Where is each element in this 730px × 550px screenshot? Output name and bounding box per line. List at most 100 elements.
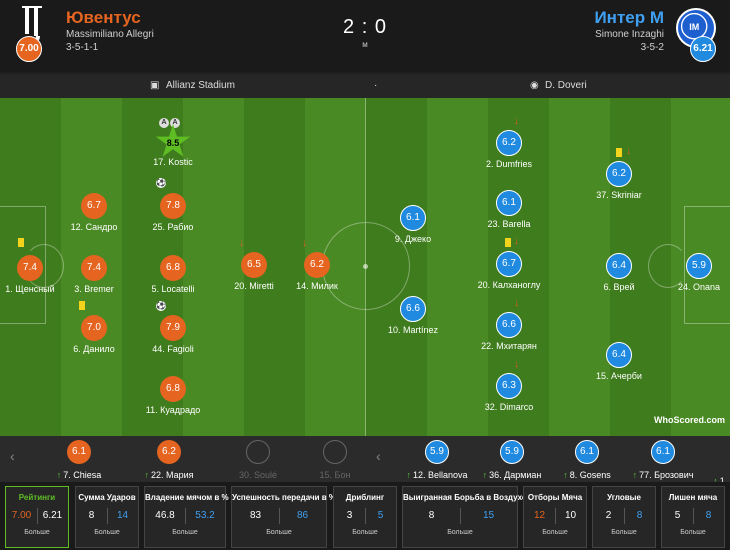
- player-name: 17. Kostic: [153, 157, 193, 167]
- chevron-left-icon[interactable]: ‹: [10, 448, 15, 464]
- stat-more-button[interactable]: Больше: [24, 529, 50, 536]
- away-player-goalkeeper[interactable]: 5.9 24. Onana: [664, 253, 730, 292]
- home-player[interactable]: 6.2 14. Милик: [282, 252, 352, 291]
- sub-player[interactable]: 6.1 ↑ 77. Брозович: [628, 440, 698, 480]
- stat-home-value: 2: [605, 510, 612, 521]
- whoscored-logo[interactable]: WhoScored.com: [654, 415, 726, 425]
- sub-player[interactable]: 6.1 ↑ 7. Chiesa: [44, 440, 114, 480]
- player-name: 1: [719, 476, 725, 486]
- stat-dispossessed[interactable]: Лишен мяча 5 8 Больше: [661, 486, 725, 548]
- away-player[interactable]: 6.6 22. Мхитарян: [474, 312, 544, 351]
- player-rating: 5.9: [425, 440, 449, 464]
- goal-ball-icon: ⚽: [156, 178, 166, 188]
- stat-more-button[interactable]: Больше: [266, 529, 292, 536]
- sub-player[interactable]: 6.2 ↑ 22. Мария: [134, 440, 204, 480]
- home-player[interactable]: 7.8 25. Рабио: [138, 193, 208, 232]
- stat-away-value: 86: [296, 510, 309, 521]
- player-rating: 6.2: [496, 130, 522, 156]
- stat-more-button[interactable]: Больше: [172, 529, 198, 536]
- player-name: 10. Martínez: [387, 325, 439, 335]
- sub-out-arrow-icon: ↓: [514, 236, 519, 247]
- stat-more-button[interactable]: Больше: [680, 529, 706, 536]
- stat-home-value: 46.8: [155, 510, 175, 521]
- home-player[interactable]: 7.0 6. Данило: [59, 315, 129, 354]
- stat-home-value: 8: [428, 510, 435, 521]
- stat-more-button[interactable]: Больше: [542, 529, 568, 536]
- player-name: 3. Bremer: [74, 284, 114, 294]
- stat-tackles[interactable]: Отборы Мяча 12 10 Больше: [523, 486, 587, 548]
- away-player[interactable]: 6.6 10. Martínez: [378, 296, 448, 335]
- match-score: 2 : 0: [343, 16, 387, 38]
- yellow-card-icon: [18, 238, 24, 247]
- away-team-name[interactable]: Интер М: [594, 8, 664, 27]
- home-player[interactable]: 7.9 44. Fagioli: [138, 315, 208, 354]
- sub-player-unused[interactable]: 30. Soulé: [223, 440, 293, 480]
- sub-player[interactable]: 5.9 ↑ 36. Дармиан: [477, 440, 547, 480]
- home-player[interactable]: 6.8 5. Locatelli: [138, 255, 208, 294]
- yellow-card-icon: [79, 301, 85, 310]
- player-rating: 6.4: [606, 253, 632, 279]
- chevron-left-icon[interactable]: ‹: [376, 448, 381, 464]
- stat-possession[interactable]: Владение мячом в % 46.8 53.2 Больше: [144, 486, 229, 548]
- away-player[interactable]: 6.7 20. Калханоглу: [474, 251, 544, 290]
- home-player-motm[interactable]: 8.5 17. Kostic: [138, 124, 208, 167]
- stat-pass-accuracy[interactable]: Успешность передачи в % 83 86 Больше: [231, 486, 336, 548]
- away-player[interactable]: 6.4 15. Ачерби: [584, 342, 654, 381]
- stadium-name: Allianz Stadium: [166, 80, 235, 91]
- home-player[interactable]: 7.4 3. Bremer: [59, 255, 129, 294]
- stat-home-value: 3: [346, 510, 353, 521]
- away-player[interactable]: 6.3 32. Dimarco: [474, 373, 544, 412]
- stat-title: Отборы Мяча: [527, 493, 583, 502]
- assist-icon: A: [159, 118, 169, 128]
- sub-out-arrow-icon: ↓: [626, 146, 631, 157]
- stat-more-button[interactable]: Больше: [94, 529, 120, 536]
- away-player[interactable]: 6.1 9. Джеко: [378, 205, 448, 244]
- away-player[interactable]: 6.2 2. Dumfries: [474, 130, 544, 169]
- substitutes-strip: ‹ 6.1 ↑ 7. Chiesa 6.2 ↑ 22. Мария 30. Soul…: [0, 436, 730, 486]
- stat-shots[interactable]: Сумма Ударов 8 14 Больше: [75, 486, 139, 548]
- sub-in-arrow-icon: ↑: [632, 470, 638, 480]
- player-rating: 6.1: [67, 440, 91, 464]
- sub-player-partial[interactable]: ↑ 1: [708, 440, 730, 486]
- home-manager: Massimiliano Allegri: [66, 29, 154, 40]
- player-name: 12. Bellanova: [412, 470, 468, 480]
- player-name: 9. Джеко: [394, 234, 432, 244]
- away-player[interactable]: 6.4 6. Врей: [584, 253, 654, 292]
- player-rating: 7.4: [17, 255, 43, 281]
- sub-player-unused[interactable]: 15. Бон: [300, 440, 370, 480]
- player-rating: 6.7: [496, 251, 522, 277]
- home-team-name[interactable]: Ювентус: [66, 8, 141, 27]
- stat-aerials-won[interactable]: Выигранная Борьба в Воздухе 8 15 Больше: [402, 486, 526, 548]
- stat-ratings[interactable]: Рейтинги 7.00 6.21 Больше: [5, 486, 69, 548]
- player-name: 37. Skriniar: [596, 190, 642, 200]
- stat-more-button[interactable]: Больше: [352, 529, 378, 536]
- away-player[interactable]: 6.1 23. Barella: [474, 190, 544, 229]
- home-player-goalkeeper[interactable]: 7.4 1. Щенсный: [0, 255, 65, 294]
- stat-corners[interactable]: Угловые 2 8 Больше: [592, 486, 656, 548]
- stat-more-button[interactable]: Больше: [611, 529, 637, 536]
- player-name: 6. Врей: [603, 282, 635, 292]
- player-rating: 6.1: [496, 190, 522, 216]
- pitch: 7.4 1. Щенсный 6.7 12. Сандро 7.4 3. Bre…: [0, 98, 730, 436]
- sub-player[interactable]: 6.1 ↑ 8. Gosens: [552, 440, 622, 480]
- sub-player[interactable]: 5.9 ↑ 12. Bellanova: [402, 440, 472, 480]
- home-player[interactable]: 6.7 12. Сандро: [59, 193, 129, 232]
- player-name: 6. Данило: [73, 344, 115, 354]
- referee-name: D. Doveri: [545, 80, 587, 91]
- player-name: 25. Рабио: [152, 222, 194, 232]
- stat-more-button[interactable]: Больше: [447, 529, 473, 536]
- stat-dribbles[interactable]: Дриблинг 3 5 Больше: [333, 486, 397, 548]
- player-rating: 6.5: [241, 252, 267, 278]
- match-status: м: [362, 40, 368, 49]
- home-player[interactable]: 6.5 20. Miretti: [219, 252, 289, 291]
- away-arc: [648, 244, 688, 288]
- away-player[interactable]: 6.2 37. Skriniar: [584, 161, 654, 200]
- sub-in-arrow-icon: ↑: [482, 470, 488, 480]
- away-team-rating: 6.21: [690, 36, 716, 62]
- home-player[interactable]: 6.8 11. Куадрадо: [138, 376, 208, 415]
- goal-ball-icon: ⚽: [156, 301, 166, 311]
- sub-in-arrow-icon: ↑: [563, 470, 568, 480]
- player-rating: 6.4: [606, 342, 632, 368]
- player-rating: 5.9: [500, 440, 524, 464]
- stat-title: Сумма Ударов: [78, 493, 136, 502]
